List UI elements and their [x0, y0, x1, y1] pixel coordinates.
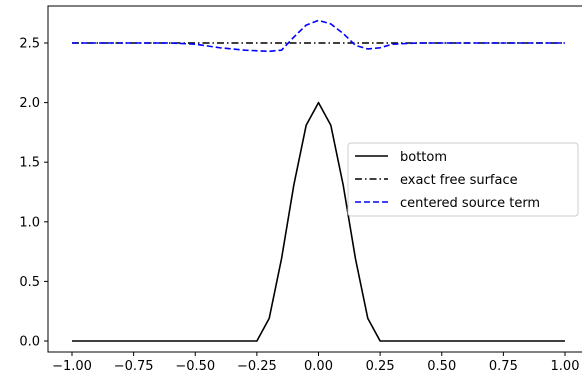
plot-lines: [72, 19, 565, 342]
legend: bottom exact free surface centered sourc…: [347, 142, 579, 217]
x-tick-label: 0.50: [427, 359, 456, 374]
x-tick-label: 1.00: [551, 359, 580, 374]
y-tick-label: 1.0: [19, 215, 40, 230]
series-line-centered-source-term: [72, 19, 565, 53]
y-tick-label: 0.0: [19, 335, 40, 350]
x-axis-ticks: −1.00 −0.75 −0.50 −0.25 0.00 0.25 0.50 0.75 1.00: [52, 352, 579, 374]
legend-label-bottom: bottom: [400, 150, 447, 165]
x-tick-label: −0.25: [237, 359, 277, 374]
y-tick-label: 1.5: [19, 156, 40, 171]
x-tick-label: 0.00: [304, 359, 333, 374]
series-line-bottom: [72, 101, 565, 342]
x-tick-label: 0.25: [366, 359, 395, 374]
y-tick-label: 2.0: [19, 96, 40, 111]
y-axis-ticks: 0.0 0.5 1.0 1.5 2.0 2.5: [19, 37, 48, 350]
x-tick-label: −1.00: [52, 359, 92, 374]
y-tick-label: 0.5: [19, 275, 40, 290]
y-tick-label: 2.5: [19, 37, 40, 52]
x-tick-label: −0.50: [175, 359, 215, 374]
legend-label-exact-free-surface: exact free surface: [400, 173, 518, 188]
x-tick-label: −0.75: [114, 359, 154, 374]
legend-box: [347, 142, 579, 217]
x-tick-label: 0.75: [489, 359, 518, 374]
legend-label-centered-source-term: centered source term: [400, 196, 540, 211]
